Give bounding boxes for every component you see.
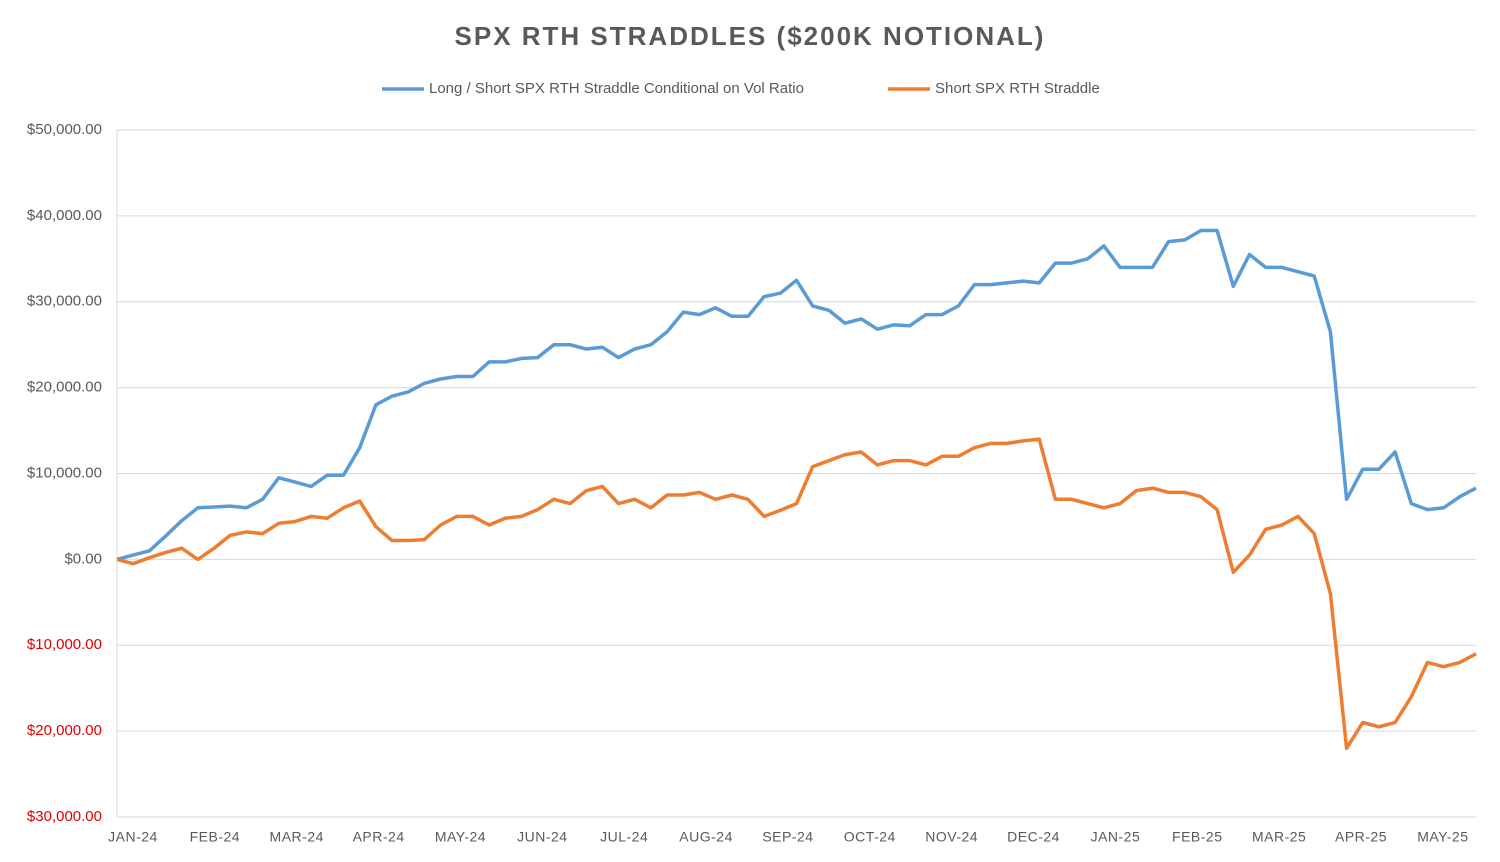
x-tick-label: MAR-24 [270,829,324,845]
y-tick-label: $20,000.00 [27,379,102,396]
chart-title: SPX RTH STRADDLES ($200K NOTIONAL) [455,21,1046,51]
y-tick-label: $10,000.00 [27,464,102,481]
x-tick-label: DEC-24 [1007,829,1060,845]
x-tick-label: APR-25 [1335,829,1387,845]
y-tick-label: $30,000.00 [27,808,102,825]
y-tick-label: $10,000.00 [27,636,102,653]
x-tick-label: SEP-24 [762,829,813,845]
x-tick-label: OCT-24 [844,829,896,845]
x-tick-label: MAR-25 [1252,829,1306,845]
y-tick-label: $0.00 [64,550,102,567]
series-line [116,228,1477,562]
legend-label: Short SPX RTH Straddle [935,80,1100,97]
x-tick-label: FEB-25 [1172,829,1222,845]
y-tick-label: $20,000.00 [27,722,102,739]
y-tick-label: $40,000.00 [27,207,102,224]
x-tick-label: MAY-25 [1417,829,1468,845]
series-line [116,437,1477,751]
x-tick-label: MAY-24 [435,829,486,845]
legend-label: Long / Short SPX RTH Straddle Conditiona… [429,80,804,97]
x-tick-label: APR-24 [353,829,405,845]
y-tick-label: $30,000.00 [27,293,102,310]
x-tick-label: JAN-25 [1091,829,1141,845]
x-tick-label: JUN-24 [517,829,567,845]
x-tick-label: AUG-24 [679,829,733,845]
x-tick-label: JUL-24 [600,829,648,845]
y-tick-label: $50,000.00 [27,121,102,138]
x-tick-label: NOV-24 [925,829,978,845]
x-tick-label: JAN-24 [108,829,158,845]
x-tick-label: FEB-24 [190,829,240,845]
